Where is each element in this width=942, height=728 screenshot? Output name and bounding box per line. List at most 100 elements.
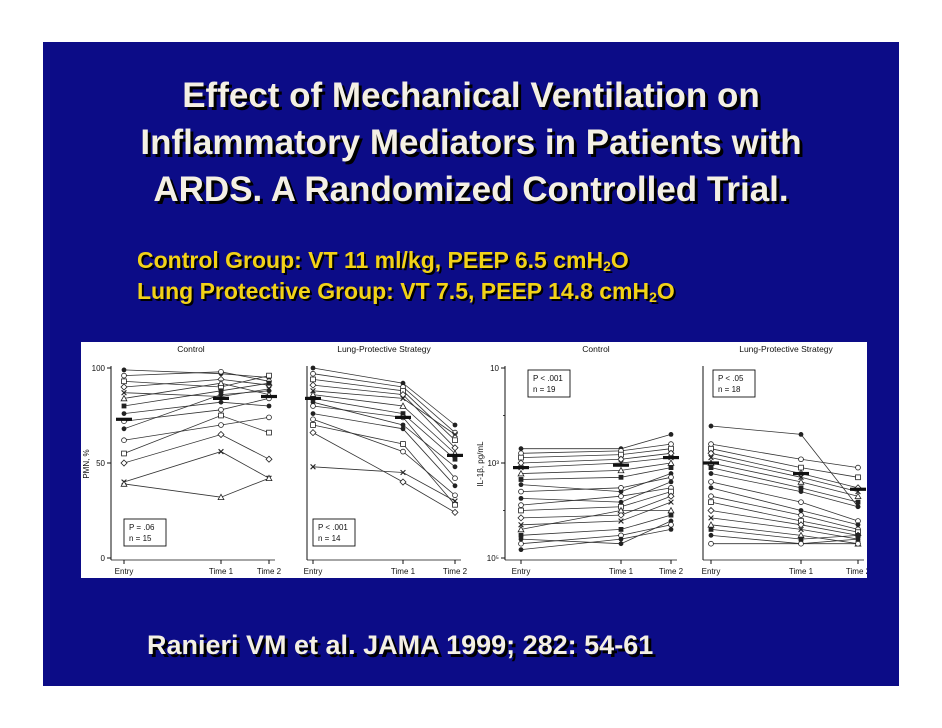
series-line [710, 448, 859, 478]
data-point [708, 515, 714, 521]
data-point [708, 527, 714, 532]
data-point [798, 526, 804, 533]
mean-bar [305, 396, 321, 400]
mean-bar [513, 466, 529, 470]
series-line [123, 398, 270, 422]
data-point [798, 485, 804, 491]
data-point [518, 547, 524, 553]
y-tick-label: 100 [92, 364, 106, 373]
series-line [520, 467, 672, 480]
x-tick-label: Time 2 [846, 567, 867, 576]
data-point [618, 493, 624, 500]
mean-bar [261, 394, 277, 399]
y-axis-label: PMN, % [82, 449, 91, 478]
data-point [217, 430, 225, 439]
panel-title: Lung-Protective Strategy [337, 344, 431, 354]
data-point [452, 475, 458, 482]
data-point [798, 512, 804, 518]
data-point [518, 502, 524, 508]
data-point [310, 376, 316, 383]
figure-svg: Control 100 50 0 PMN, % Entry Time 1 Time 2 P = … [82, 344, 867, 576]
data-point [452, 492, 458, 499]
series-line [521, 434, 672, 450]
data-point [708, 423, 714, 429]
data-point [855, 522, 861, 528]
x-tick-label: Entry [702, 567, 721, 576]
series-line [520, 520, 672, 545]
data-point [265, 455, 273, 463]
data-point [517, 469, 525, 477]
x-tick-label: Time 2 [257, 567, 282, 576]
data-point [797, 521, 805, 529]
x-tick-label: Time 1 [209, 567, 234, 576]
data-point [855, 499, 861, 505]
data-point [310, 370, 316, 377]
series-line [710, 467, 859, 503]
data-point [708, 479, 714, 485]
data-point [452, 483, 458, 489]
protective-group-subscript: 2 [649, 289, 657, 305]
series-line [123, 477, 270, 498]
stat-box: P < .001 n = 14 [312, 518, 356, 547]
data-point [120, 383, 128, 391]
data-point [707, 449, 715, 457]
series-line [710, 425, 859, 507]
data-point [121, 372, 127, 379]
chart-panel-1: Control 100 50 0 PMN, % Entry Time 1 Time 2 P = … [82, 344, 282, 576]
data-point [310, 416, 316, 423]
mean-bar [213, 396, 229, 400]
x-tick-label: Time 2 [659, 567, 684, 576]
data-point [310, 411, 316, 416]
mean-bar [395, 415, 411, 419]
data-point [618, 518, 624, 524]
data-point [518, 495, 524, 501]
data-point [266, 380, 272, 386]
data-point [518, 522, 524, 528]
data-point [518, 454, 524, 461]
data-point [668, 441, 674, 447]
series-line [312, 418, 456, 496]
data-point [121, 437, 127, 443]
data-point [218, 407, 224, 413]
control-group-description: Control Group: VT 11 ml/kg, PEEP 6.5 cmH… [137, 247, 629, 274]
data-point [266, 429, 272, 436]
panel-title: Control [582, 344, 610, 354]
data-point [218, 399, 224, 405]
data-point [855, 474, 861, 481]
series-line [520, 452, 672, 464]
data-point [310, 403, 316, 409]
data-point [708, 540, 714, 547]
protective-group-tail: O [656, 278, 675, 304]
panel-title: Control [177, 344, 205, 354]
data-point [518, 482, 524, 488]
data-point [120, 480, 128, 487]
series-line [123, 390, 270, 430]
data-point [309, 429, 317, 437]
data-point [121, 389, 127, 396]
control-group-subscript: 2 [603, 258, 611, 274]
series-line [520, 510, 671, 530]
control-group-text: Control Group: VT 11 ml/kg, PEEP 6.5 cmH [137, 247, 604, 273]
stat-box-frame [123, 518, 167, 547]
stat-p-label: P < .05 [718, 374, 744, 383]
y-tick-label: 10 [490, 364, 499, 373]
data-point [617, 466, 625, 474]
citation: Ranieri VM et al. JAMA 1999; 282: 54-61 [147, 630, 654, 660]
data-point [708, 454, 714, 461]
data-point [618, 527, 624, 532]
data-point [310, 399, 316, 405]
data-point [452, 437, 458, 444]
data-point [668, 471, 674, 476]
series-line [520, 529, 672, 551]
protective-group-text: Lung Protective Group: VT 7.5, PEEP 14.8… [137, 278, 650, 304]
data-point [708, 485, 714, 491]
data-point [618, 499, 624, 505]
data-point [798, 456, 804, 463]
mean-bar [703, 461, 719, 465]
stat-n-label: n = 18 [718, 385, 741, 394]
data-point [855, 536, 861, 542]
x-tick-label: Entry [512, 567, 531, 576]
data-point [452, 431, 458, 438]
data-point [217, 379, 225, 386]
data-point [218, 368, 224, 375]
